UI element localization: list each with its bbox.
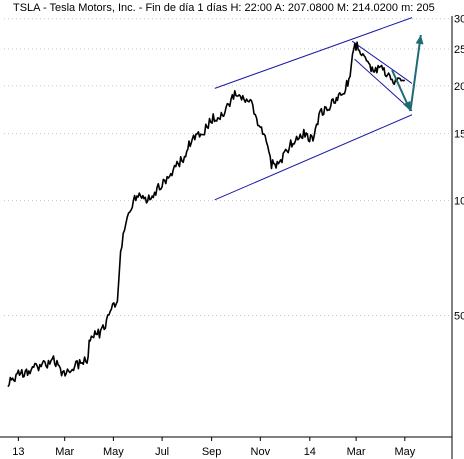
price-line [7, 41, 406, 388]
x-tick-label: 14 [304, 446, 316, 458]
y-tick-label: 250 [454, 44, 464, 56]
x-tick-label: May [394, 446, 415, 458]
x-tick-label: May [103, 446, 124, 458]
chart-header: TSLA - Tesla Motors, Inc. - Fin de día 1… [0, 0, 452, 16]
axis-layer: 300 250 200 150 100 50.0 13 Mar May Jul Sep Nov 14 Ma… [0, 14, 464, 459]
channel-line [214, 114, 413, 201]
y-tick-label: 300 [454, 14, 464, 26]
channel-line [354, 58, 413, 112]
y-tick-label: 200 [454, 81, 464, 93]
x-tick-label: Mar [55, 446, 74, 458]
forecast-arrowhead-up [415, 34, 424, 45]
y-tick-label: 150 [454, 129, 464, 141]
price-layer [7, 41, 406, 388]
channel-line [351, 40, 413, 84]
x-tick-label: Mar [347, 446, 366, 458]
forecast-arrow-up [409, 34, 422, 111]
y-tick-label: 100 [454, 196, 464, 208]
grid-layer [4, 18, 452, 316]
channel-layer [214, 17, 413, 201]
chart-header-text: TSLA - Tesla Motors, Inc. - Fin de día 1… [13, 2, 435, 14]
x-tick-label: Nov [251, 446, 271, 458]
channel-line [214, 17, 413, 89]
forecast-arrowhead-down [403, 101, 411, 111]
y-tick-label: 50.0 [454, 310, 464, 322]
x-tick-label: Jul [155, 446, 169, 458]
x-tick-label: 13 [12, 446, 24, 458]
x-tick-label: Sep [202, 446, 222, 458]
arrow-layer [391, 34, 424, 112]
